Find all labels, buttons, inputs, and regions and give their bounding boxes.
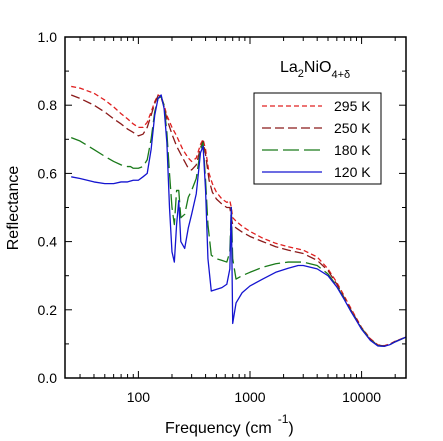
y-tick-label: 1.0 <box>38 29 58 45</box>
x-tick-label: 100 <box>127 389 151 405</box>
x-axis-title: Frequency (cm -1) <box>165 412 294 437</box>
legend-label: 250 K <box>334 120 371 136</box>
axis-tick-labels: 0.0 0.2 0.4 0.6 0.8 1.0 100 1000 10000 <box>38 29 382 405</box>
y-tick-label: 0.6 <box>38 165 58 181</box>
y-tick-label: 0.8 <box>38 97 58 113</box>
axis-ticks <box>65 36 406 379</box>
x-axis-title-exponent: -1 <box>278 412 289 426</box>
legend: 295 K 250 K 180 K 120 K <box>253 92 382 185</box>
x-axis-title-close: ) <box>288 420 293 437</box>
y-tick-label: 0.0 <box>38 370 58 386</box>
annotation-base: La <box>280 59 298 76</box>
y-axis-title: Reflectance <box>5 166 22 251</box>
annotation-sub1: 2 <box>298 68 304 80</box>
legend-label: 295 K <box>334 98 371 114</box>
y-tick-label: 0.2 <box>38 302 58 318</box>
x-tick-label: 1000 <box>234 389 265 405</box>
plot-frame <box>64 36 407 379</box>
legend-label: 180 K <box>334 142 371 158</box>
annotation-sub2: 4+δ <box>331 69 350 81</box>
legend-items: 295 K 250 K 180 K 120 K <box>262 98 371 180</box>
legend-box <box>253 92 382 185</box>
legend-label: 120 K <box>334 164 371 180</box>
compound-annotation: La2NiO4+δ <box>280 59 350 81</box>
x-axis-title-main: Frequency (cm <box>165 420 272 437</box>
y-tick-label: 0.4 <box>38 234 58 250</box>
series-line-4 <box>71 94 407 347</box>
series-line-1 <box>71 85 407 347</box>
x-tick-label: 10000 <box>342 389 381 405</box>
annotation-mid: NiO <box>304 59 332 76</box>
plot-lines <box>70 85 407 347</box>
